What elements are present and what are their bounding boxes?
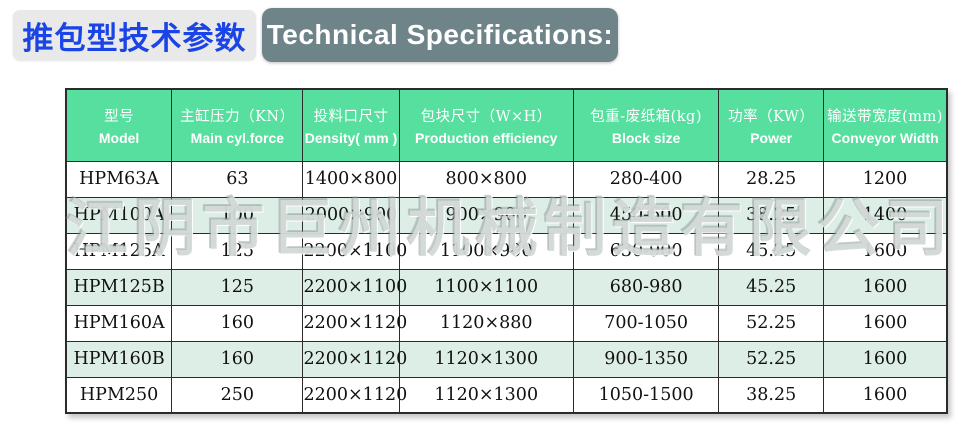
header-label-cn: 主缸压力（KN）: [180, 108, 295, 125]
table-cell: 1600: [823, 340, 948, 378]
table-cell: 52.25: [718, 304, 825, 342]
header-label-en: Power: [750, 129, 793, 146]
table-cell: HPM63A: [65, 160, 173, 198]
header-row: 型号 Model 主缸压力（KN） Main cyl.force 投料口尺寸 Densit…: [65, 88, 948, 162]
header-label-cn: 投料口尺寸: [313, 108, 389, 125]
table-row-HPM100A: HPM100A 100 2000×900 900×900 450-600 38.25 140…: [65, 196, 948, 234]
table-cell: 2200×1120: [302, 340, 407, 378]
header-label-en: Model: [98, 129, 140, 146]
table-cell: 2000×900: [302, 196, 400, 234]
header-cell-4: 包块尺寸（W×H） Production efficiency: [398, 88, 574, 162]
header-cell-3: 投料口尺寸 Density( mm ): [302, 88, 400, 162]
spec-table-body: HPM63A 63 1400×800 800×800 280-400 28.25 1200 H…: [65, 160, 948, 414]
table-cell: 1050-1500: [572, 376, 720, 414]
table-cell: 900-1350: [572, 340, 720, 378]
spec-table-header: 型号 Model 主缸压力（KN） Main cyl.force 投料口尺寸 Densit…: [65, 88, 948, 162]
header-cell-6: 功率（KW） Power: [718, 88, 825, 162]
table-cell: 2200×1100: [302, 232, 407, 270]
header-label-en: Block size: [611, 129, 681, 146]
table-cell: HPM160A: [65, 304, 173, 342]
table-cell: 1100×1100: [398, 268, 574, 306]
table-row-HPM125A: HPM125A 125 2200×1100 1100×900 630-900 45.25 1…: [65, 232, 948, 270]
table-cell: 700-1050: [572, 304, 720, 342]
table-row-HPM63A: HPM63A 63 1400×800 800×800 280-400 28.25 1200: [65, 160, 948, 198]
header-label-en: Main cyl.force: [190, 129, 285, 146]
table-cell: 63: [171, 160, 304, 198]
table-cell: 52.25: [718, 340, 825, 378]
title-badge-english: Technical Specifications:: [262, 8, 618, 62]
table-cell: HPM125A: [65, 232, 173, 270]
table-row-HPM250: HPM250 250 2200×1120 1120×1300 1050-1500 38.2…: [65, 376, 948, 414]
page-title-chinese: 推包型技术参数: [22, 20, 247, 57]
table-cell: 160: [171, 304, 304, 342]
header-label-en: Production efficiency: [415, 129, 558, 146]
spec-table-container: 型号 Model 主缸压力（KN） Main cyl.force 投料口尺寸 Densit…: [65, 88, 948, 414]
table-cell: 160: [171, 340, 304, 378]
table-cell: HPM160B: [65, 340, 173, 378]
table-cell: 1120×1300: [398, 376, 574, 414]
table-cell: 38.25: [718, 196, 825, 234]
header-cell-1: 型号 Model: [65, 88, 173, 162]
table-cell: 1400: [823, 196, 948, 234]
table-cell: 1400×800: [302, 160, 400, 198]
header-label-cn: 包重-废纸箱(kg): [590, 108, 703, 125]
table-cell: 45.25: [718, 268, 825, 306]
table-cell: 1120×1300: [398, 340, 574, 378]
table-cell: 1600: [823, 376, 948, 414]
header-label-cn: 包块尺寸（W×H）: [420, 108, 552, 125]
table-cell: 125: [171, 268, 304, 306]
table-cell: 1200: [823, 160, 948, 198]
table-cell: 100: [171, 196, 304, 234]
table-cell: 1100×900: [398, 232, 574, 270]
header-label-en: Density( mm ): [304, 129, 398, 146]
header-label-cn: 功率（KW）: [728, 108, 815, 125]
table-row-HPM160B: HPM160B 160 2200×1120 1120×1300 900-1350 52.2…: [65, 340, 948, 378]
header-label-en: Conveyor Width: [831, 129, 939, 146]
table-cell: HPM250: [65, 376, 173, 414]
table-cell: 125: [171, 232, 304, 270]
spec-table: 型号 Model 主缸压力（KN） Main cyl.force 投料口尺寸 Densit…: [65, 88, 948, 414]
table-cell: 1600: [823, 268, 948, 306]
title-badge-chinese: 推包型技术参数: [13, 10, 256, 60]
table-cell: 800×800: [398, 160, 574, 198]
table-cell: 1600: [823, 304, 948, 342]
table-cell: 630-900: [572, 232, 720, 270]
header-cell-7: 输送带宽度(mm) Conveyor Width: [823, 88, 948, 162]
table-cell: 900×900: [398, 196, 574, 234]
table-row-HPM125B: HPM125B 125 2200×1100 1100×1100 680-980 45.25…: [65, 268, 948, 306]
table-cell: HPM125B: [65, 268, 173, 306]
table-row-HPM160A: HPM160A 160 2200×1120 1120×880 700-1050 52.25…: [65, 304, 948, 342]
table-cell: 45.25: [718, 232, 825, 270]
table-cell: 2200×1120: [302, 376, 407, 414]
table-cell: 2200×1100: [302, 268, 407, 306]
table-cell: 250: [171, 376, 304, 414]
header-cell-2: 主缸压力（KN） Main cyl.force: [171, 88, 304, 162]
page-title-english: Technical Specifications:: [266, 19, 614, 50]
table-cell: 280-400: [572, 160, 720, 198]
table-cell: 2200×1120: [302, 304, 407, 342]
table-cell: 28.25: [718, 160, 825, 198]
table-cell: 1600: [823, 232, 948, 270]
table-cell: HPM100A: [65, 196, 173, 234]
header-label-cn: 输送带宽度(mm): [827, 108, 943, 125]
table-cell: 450-600: [572, 196, 720, 234]
header-cell-5: 包重-废纸箱(kg) Block size: [572, 88, 720, 162]
table-cell: 1120×880: [398, 304, 574, 342]
table-cell: 38.25: [718, 376, 825, 414]
table-cell: 680-980: [572, 268, 720, 306]
header-label-cn: 型号: [104, 108, 135, 125]
